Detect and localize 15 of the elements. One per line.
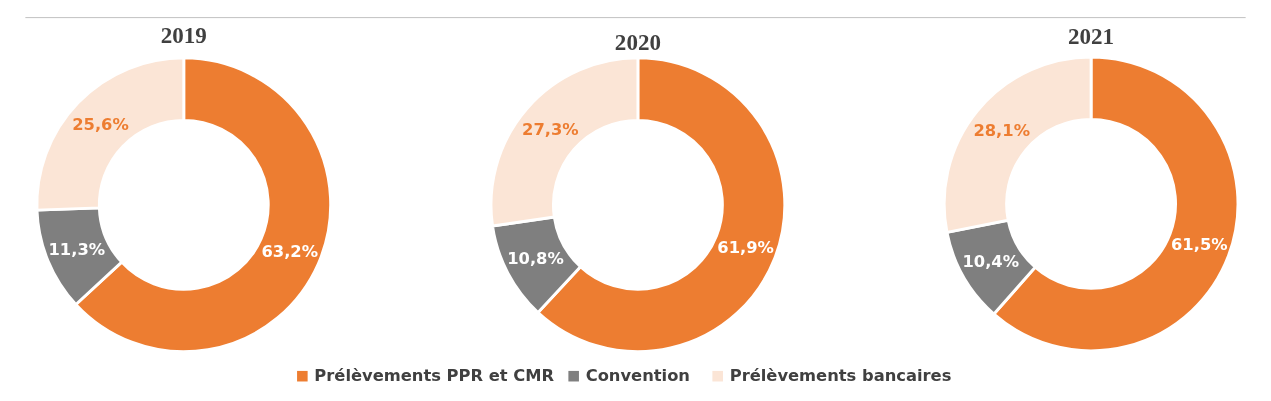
data-label: 10,4% — [962, 252, 1020, 272]
data-label: 61,5% — [1170, 235, 1228, 255]
data-label: 11,3% — [48, 239, 106, 259]
data-label: 25,6% — [72, 115, 129, 135]
data-label: 61,9% — [717, 237, 774, 257]
data-label: 63,2% — [261, 241, 319, 261]
data-label: 10,8% — [507, 249, 564, 269]
chart-title: 2019 — [160, 21, 207, 48]
data-label: 28,1% — [973, 121, 1030, 141]
legend-label: Prélèvements bancaires — [729, 366, 952, 386]
legend-label: Prélèvements PPR et CMR — [314, 366, 555, 386]
chart-title: 2021 — [1068, 23, 1115, 50]
chart-title: 2020 — [614, 29, 661, 56]
legend-label: Convention — [585, 366, 690, 386]
data-label: 27,3% — [522, 119, 579, 139]
